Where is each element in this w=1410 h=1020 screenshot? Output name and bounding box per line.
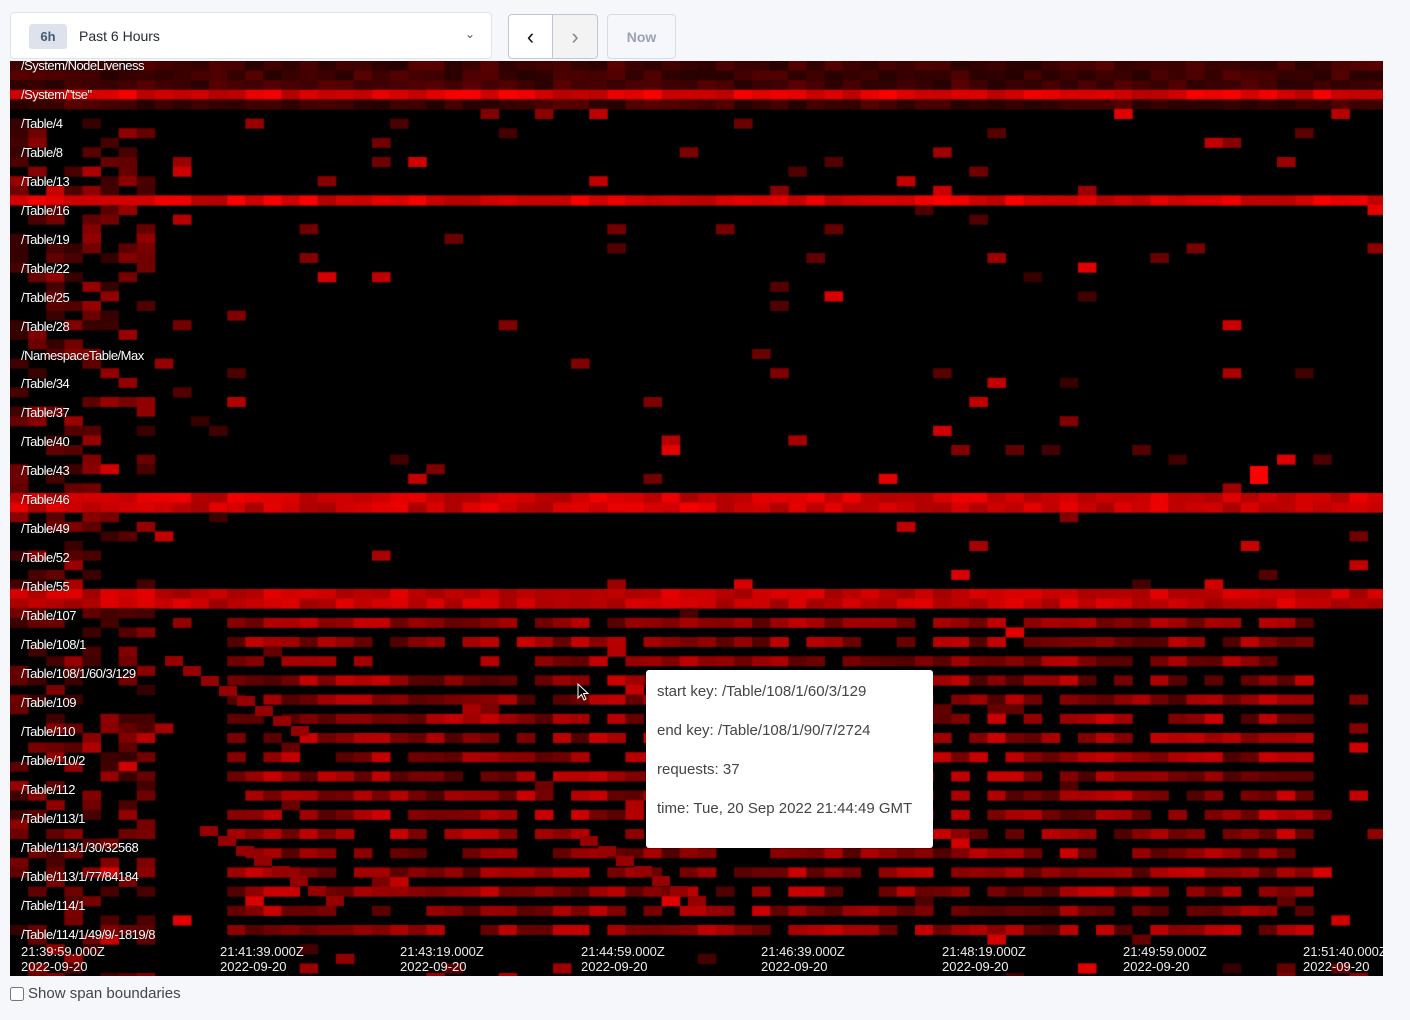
time-axis-label: 21:41:39.000Z 2022-09-20	[220, 944, 304, 974]
row-label: /NamespaceTable/Max	[21, 347, 144, 363]
time-axis-label: 21:43:19.000Z 2022-09-20	[400, 944, 484, 974]
time-axis-label: 21:49:59.000Z 2022-09-20	[1123, 944, 1207, 974]
time-range-badge: 6h	[29, 24, 67, 49]
row-label: /Table/16	[21, 202, 70, 218]
time-label-date: 2022-09-20	[581, 959, 648, 974]
time-label-date: 2022-09-20	[400, 959, 467, 974]
show-span-boundaries-label: Show span boundaries	[28, 985, 181, 1002]
time-label-time: 21:49:59.000Z	[1123, 944, 1207, 959]
row-label: /Table/55	[21, 579, 70, 595]
row-label: /Table/22	[21, 260, 70, 276]
row-label: /Table/113/1/77/84184	[21, 868, 139, 884]
time-label-date: 2022-09-20	[1123, 959, 1190, 974]
row-label: /Table/114/1/49/9/-1819/8	[21, 926, 156, 942]
time-label-time: 21:46:39.000Z	[761, 944, 845, 959]
time-range-label: Past 6 Hours	[79, 28, 160, 44]
time-label-time: 21:39:59.000Z	[21, 944, 105, 959]
span-boundaries-checkbox-input[interactable]	[10, 986, 24, 1001]
row-label: /Table/113/1	[21, 810, 85, 826]
row-label: /Table/37	[21, 405, 70, 421]
row-label: /Table/49	[21, 521, 70, 537]
time-label-time: 21:51:40.000Z	[1303, 944, 1383, 959]
row-label: /Table/110/2	[21, 752, 85, 768]
mouse-cursor-icon	[577, 683, 590, 701]
time-label-date: 2022-09-20	[220, 959, 287, 974]
row-label: /Table/28	[21, 318, 70, 334]
row-label: /System/"tse"	[21, 86, 92, 102]
now-button[interactable]: Now	[607, 14, 676, 59]
row-label: /Table/25	[21, 289, 70, 305]
time-label-time: 21:44:59.000Z	[581, 944, 665, 959]
row-label: /Table/108/1/60/3/129	[21, 665, 136, 681]
time-label-date: 2022-09-20	[761, 959, 828, 974]
time-axis-label: 21:44:59.000Z 2022-09-20	[581, 944, 665, 974]
time-label-date: 2022-09-20	[942, 959, 1009, 974]
time-label-date: 2022-09-20	[21, 959, 88, 974]
row-label: /Table/19	[21, 231, 70, 247]
tooltip-start-key: start key: /Table/108/1/60/3/129	[657, 683, 867, 700]
row-label: /Table/34	[21, 376, 70, 392]
key-visualizer-heatmap[interactable]: /System/NodeLiveness/System/"tse" /Table/…	[10, 61, 1383, 976]
time-label-date: 2022-09-20	[1303, 959, 1370, 974]
row-label: /Table/112	[21, 781, 76, 797]
row-label: /System/NodeLiveness	[21, 61, 144, 73]
previous-time-button[interactable]: ‹	[508, 14, 553, 59]
tooltip-time: time: Tue, 20 Sep 2022 21:44:49 GMT	[657, 800, 913, 817]
time-axis-label: 21:46:39.000Z 2022-09-20	[761, 944, 845, 974]
row-label: /Table/113/1/30/32568	[21, 839, 139, 855]
time-axis-label: 21:51:40.000Z 2022-09-20	[1303, 944, 1383, 974]
show-span-boundaries-checkbox[interactable]: Show span boundaries	[10, 985, 181, 1002]
row-label: /Table/107	[21, 608, 77, 624]
tooltip-requests: requests: 37	[657, 761, 740, 778]
chevron-down-icon: ⌄	[464, 27, 475, 41]
row-label: /Table/108/1	[21, 637, 86, 652]
row-label: /Table/46	[21, 492, 70, 508]
row-label: /Table/8	[21, 144, 63, 160]
row-label: /Table/13	[21, 173, 70, 189]
time-range-selector[interactable]: 6h Past 6 Hours ⌄	[10, 12, 492, 59]
row-label: /Table/4	[21, 115, 63, 131]
tooltip-end-key: end key: /Table/108/1/90/7/2724	[657, 722, 871, 739]
row-label: /Table/40	[21, 434, 70, 450]
time-axis-label: 21:48:19.000Z 2022-09-20	[942, 944, 1026, 974]
row-label: /Table/114/1	[21, 897, 85, 913]
row-label: /Table/109	[21, 694, 77, 710]
heatmap-tooltip: start key: /Table/108/1/60/3/129 end key…	[646, 670, 933, 848]
row-label: /Table/110	[21, 723, 76, 739]
time-axis-label: 21:39:59.000Z 2022-09-20	[21, 944, 105, 974]
time-label-time: 21:41:39.000Z	[220, 944, 304, 959]
row-label: /Table/43	[21, 463, 70, 479]
row-label: /Table/52	[21, 550, 70, 566]
time-label-time: 21:43:19.000Z	[400, 944, 484, 959]
time-label-time: 21:48:19.000Z	[942, 944, 1026, 959]
next-time-button[interactable]: ›	[552, 14, 598, 59]
